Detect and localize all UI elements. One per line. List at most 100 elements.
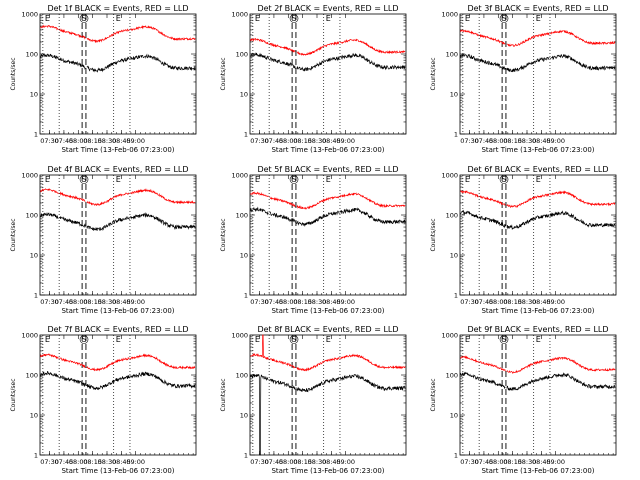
panel-title: Det 8f BLACK = Events, RED = LLD: [257, 325, 398, 334]
y-tick-label: 1: [244, 452, 248, 460]
x-tick-label: 07:30: [40, 298, 59, 306]
y-tick-label: 1: [244, 131, 248, 139]
y-tick-label: 100: [236, 51, 248, 59]
x-tick-label: 09:00: [336, 137, 355, 145]
marker-circle: [499, 14, 509, 23]
x-tick-label: 07:45: [265, 298, 284, 306]
x-tick-label: 07:45: [55, 137, 74, 145]
x-axis-label: Start Time (13-Feb-06 07:23:00): [271, 146, 384, 154]
x-tick-label: 08:30: [98, 298, 117, 306]
y-axis-label: Counts/sec: [220, 218, 227, 251]
x-axis-label: Start Time (13-Feb-06 07:23:00): [61, 307, 174, 315]
panel-det-4: Det 4f BLACK = Events, RED = LLD 1 10 100 10…: [10, 165, 197, 315]
y-tick-label: 1000: [21, 11, 38, 19]
panel-det-2: Det 2f BLACK = Events, RED = LLD 1 10 100 10…: [220, 4, 407, 154]
plot-frame: [459, 174, 617, 296]
x-tick-label: 08:45: [112, 298, 131, 306]
x-tick-label: 07:30: [250, 458, 269, 466]
marker-label: E: [116, 14, 121, 23]
marker-label: E: [326, 335, 331, 344]
x-tick-label: 08:45: [532, 458, 551, 466]
y-tick-label: 1000: [21, 332, 38, 340]
plot-frame: [459, 334, 617, 456]
panel-det-7: Det 7f BLACK = Events, RED = LLD 1 10 100 10…: [10, 325, 197, 475]
series-lld: [460, 190, 616, 209]
x-tick-label: 07:30: [40, 458, 59, 466]
y-tick-label: 100: [236, 372, 248, 380]
y-tick-label: 10: [30, 91, 38, 99]
plot-frame: [39, 13, 197, 135]
x-tick-label: 08:00: [489, 137, 508, 145]
y-tick-label: 100: [446, 372, 458, 380]
x-tick-label: 09:00: [126, 298, 145, 306]
y-tick-label: 1000: [231, 332, 248, 340]
marker-label: E: [536, 335, 541, 344]
marker-circle: [79, 335, 89, 344]
series-events: [250, 373, 406, 456]
x-tick-label: 08:15: [503, 458, 522, 466]
x-axis-label: Start Time (13-Feb-06 07:23:00): [61, 467, 174, 475]
marker-label: E: [465, 335, 470, 344]
x-tick-label: 07:30: [460, 137, 479, 145]
x-axis-label: Start Time (13-Feb-06 07:23:00): [481, 146, 594, 154]
x-tick-label: 09:00: [546, 458, 565, 466]
marker-label: E: [465, 175, 470, 184]
series-lld: [40, 353, 196, 372]
x-tick-label: 08:30: [518, 298, 537, 306]
x-tick-label: 08:00: [489, 458, 508, 466]
plot-frame: [39, 334, 197, 456]
x-tick-label: 08:45: [532, 137, 551, 145]
x-tick-label: 08:45: [322, 298, 341, 306]
y-tick-label: 1000: [441, 11, 458, 19]
y-tick-label: 100: [26, 212, 38, 220]
x-axis-label: Start Time (13-Feb-06 07:23:00): [61, 146, 174, 154]
x-tick-label: 07:30: [460, 298, 479, 306]
x-axis-label: Start Time (13-Feb-06 07:23:00): [481, 307, 594, 315]
x-tick-label: 07:45: [265, 458, 284, 466]
series-lld: [250, 37, 406, 56]
x-tick-label: 08:30: [308, 458, 327, 466]
series-events: [460, 209, 616, 231]
marker-circle: [79, 14, 89, 23]
series-lld: [250, 191, 406, 210]
x-tick-label: 08:15: [293, 137, 312, 145]
marker-label: S: [291, 14, 296, 23]
marker-label: S: [291, 335, 296, 344]
plot-frame: [459, 13, 617, 135]
y-tick-label: 1: [34, 452, 38, 460]
marker-label: S: [81, 14, 86, 23]
plot-frame: [249, 334, 407, 456]
x-tick-label: 08:15: [293, 298, 312, 306]
y-axis-label: Counts/sec: [10, 57, 17, 90]
y-tick-label: 10: [450, 91, 458, 99]
y-axis-label: Counts/sec: [10, 378, 17, 411]
y-tick-label: 1: [244, 292, 248, 300]
series-lld: [460, 355, 616, 374]
y-tick-label: 100: [26, 372, 38, 380]
y-axis-label: Counts/sec: [430, 218, 437, 251]
marker-label: S: [291, 175, 296, 184]
x-tick-label: 08:00: [69, 298, 88, 306]
y-tick-label: 10: [30, 412, 38, 420]
x-tick-label: 09:00: [546, 298, 565, 306]
panel-title: Det 9f BLACK = Events, RED = LLD: [467, 325, 608, 334]
x-tick-label: 08:00: [69, 458, 88, 466]
marker-circle: [289, 335, 299, 344]
y-tick-label: 10: [240, 412, 248, 420]
x-tick-label: 08:15: [293, 458, 312, 466]
marker-label: S: [81, 335, 86, 344]
plot-frame: [39, 174, 197, 296]
panel-det-3: Det 3f BLACK = Events, RED = LLD 1 10 100 10…: [430, 4, 617, 154]
y-tick-label: 1000: [441, 332, 458, 340]
marker-label: E: [255, 335, 260, 344]
x-tick-label: 07:45: [475, 458, 494, 466]
marker-circle: [499, 335, 509, 344]
plot-frame: [249, 13, 407, 135]
y-tick-label: 1: [34, 131, 38, 139]
panel-title: Det 6f BLACK = Events, RED = LLD: [467, 165, 608, 174]
series-events: [40, 53, 196, 73]
x-tick-label: 09:00: [546, 137, 565, 145]
panel-title: Det 1f BLACK = Events, RED = LLD: [47, 4, 188, 13]
x-tick-label: 08:00: [279, 298, 298, 306]
